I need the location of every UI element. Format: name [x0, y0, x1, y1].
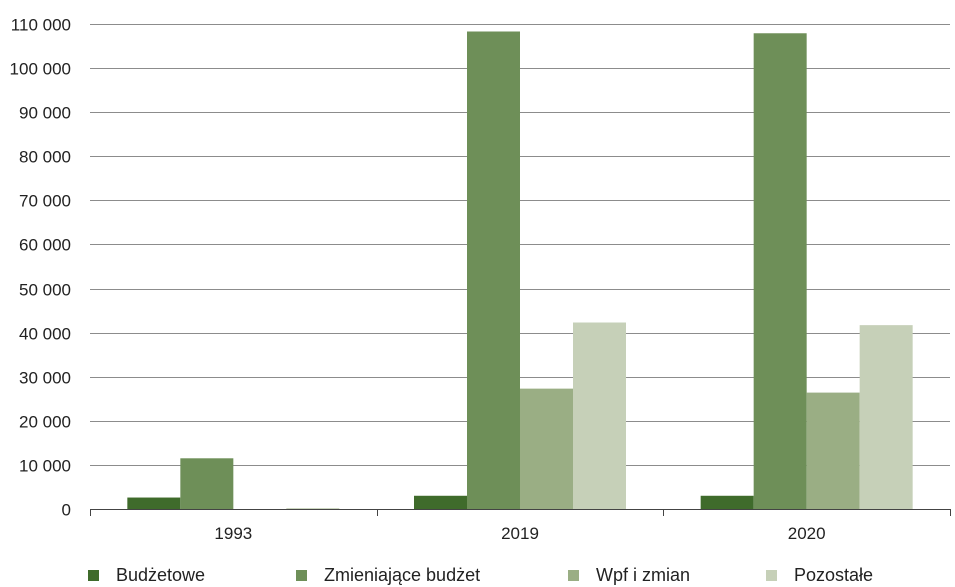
legend-swatch [296, 569, 307, 581]
legend-swatch [88, 569, 99, 581]
bar-0-0 [127, 497, 181, 509]
bar-0-3 [286, 508, 340, 509]
y-tick-label: 0 [62, 501, 71, 520]
y-tick-label: 70 000 [19, 192, 71, 211]
bar-2-3 [859, 325, 913, 509]
legend-label: Zmieniające budżet [324, 564, 481, 585]
axes [90, 509, 951, 516]
bar-2-2 [806, 392, 860, 509]
y-tick-label: 110 000 [11, 16, 71, 35]
legend-label: Pozostałe [794, 564, 874, 585]
y-tick-label: 90 000 [19, 104, 71, 123]
bar-1-1 [467, 31, 520, 510]
bar-2-1 [753, 33, 807, 509]
legend-swatch [568, 569, 579, 581]
x-tick-label: 2020 [788, 524, 826, 543]
legend-label: Budżetowe [116, 564, 206, 585]
y-tick-label: 50 000 [19, 281, 71, 300]
x-tick-label: 1993 [214, 524, 252, 543]
y-tick-label: 60 000 [19, 236, 71, 255]
y-tick-label: 40 000 [19, 325, 71, 344]
x-axis-tick-labels: 1993 2019 2020 [214, 524, 825, 543]
bars [127, 31, 913, 510]
y-axis-tick-labels: 0 10 000 20 000 30 000 40 000 50 000 60 000 70 … [10, 16, 71, 520]
legend-swatch [766, 569, 777, 581]
legend-item: Budżetowe [88, 565, 205, 585]
y-tick-label: 30 000 [19, 369, 71, 388]
x-tick-label: 2019 [501, 524, 539, 543]
y-tick-label: 10 000 [19, 457, 71, 476]
legend-item: Wpf i zmian [568, 565, 690, 585]
legend-item: Pozostałe [766, 565, 873, 585]
legend-label: Wpf i zmian [596, 564, 691, 585]
y-tick-label: 100 000 [10, 60, 71, 79]
bar-chart: 0 10 000 20 000 30 000 40 000 50 000 60 000 70 … [10, 16, 951, 543]
bar-1-0 [414, 495, 467, 509]
bar-0-1 [180, 458, 234, 509]
bar-1-2 [520, 388, 573, 509]
bar-2-0 [700, 495, 754, 509]
y-tick-label: 80 000 [19, 148, 71, 167]
bar-1-3 [573, 322, 626, 509]
legend: Budżetowe Zmieniające budżet Wpf i zmian Po… [0, 563, 955, 587]
legend-item: Zmieniające budżet [296, 565, 480, 585]
y-tick-label: 20 000 [19, 413, 71, 432]
